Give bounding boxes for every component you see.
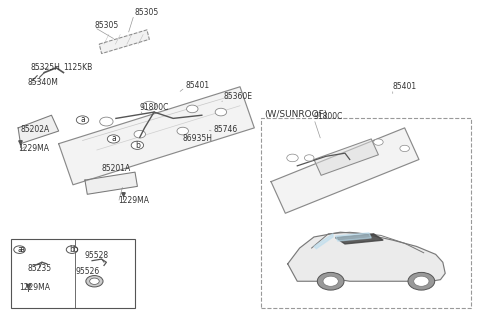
- Polygon shape: [85, 172, 137, 194]
- Text: b: b: [72, 245, 77, 254]
- Text: a: a: [80, 115, 85, 124]
- Text: 1229MA: 1229MA: [18, 144, 49, 153]
- Polygon shape: [271, 128, 419, 213]
- Text: b: b: [135, 141, 140, 150]
- Text: 95526: 95526: [75, 267, 100, 276]
- Polygon shape: [336, 233, 371, 241]
- Text: 1229MA: 1229MA: [118, 196, 149, 205]
- Circle shape: [86, 276, 103, 287]
- Text: b: b: [70, 245, 74, 254]
- Text: 85401: 85401: [393, 82, 417, 91]
- Text: 85202A: 85202A: [21, 125, 50, 134]
- Text: 91800C: 91800C: [140, 103, 169, 112]
- Text: 85325H: 85325H: [30, 63, 60, 72]
- Circle shape: [100, 117, 113, 126]
- Circle shape: [400, 145, 409, 152]
- Text: 1229MA: 1229MA: [20, 283, 50, 292]
- Text: 91800C: 91800C: [314, 112, 343, 121]
- Polygon shape: [336, 234, 383, 244]
- Circle shape: [131, 141, 144, 149]
- Bar: [11, 239, 135, 308]
- Circle shape: [414, 276, 429, 286]
- Text: (W/SUNROOF): (W/SUNROOF): [264, 110, 327, 119]
- Text: 85340M: 85340M: [28, 78, 59, 86]
- Polygon shape: [314, 234, 333, 249]
- Text: 85235: 85235: [28, 264, 52, 273]
- Text: 85201A: 85201A: [102, 165, 131, 174]
- Polygon shape: [59, 87, 254, 185]
- Text: 1125KB: 1125KB: [63, 63, 93, 72]
- Circle shape: [76, 116, 89, 124]
- Text: 85305: 85305: [95, 21, 119, 30]
- Circle shape: [108, 135, 120, 143]
- Text: a: a: [17, 245, 22, 254]
- Text: 85401: 85401: [185, 81, 209, 90]
- Circle shape: [143, 101, 156, 110]
- Polygon shape: [288, 232, 445, 281]
- Text: 85746: 85746: [214, 125, 238, 134]
- Circle shape: [66, 246, 78, 253]
- Circle shape: [323, 276, 338, 286]
- Text: 95528: 95528: [85, 251, 109, 260]
- Text: a: a: [111, 134, 116, 144]
- Circle shape: [287, 154, 298, 162]
- Circle shape: [134, 130, 145, 138]
- Circle shape: [90, 278, 99, 285]
- Circle shape: [408, 272, 435, 290]
- Polygon shape: [314, 139, 378, 175]
- Text: 86935H: 86935H: [183, 134, 213, 144]
- Text: a: a: [20, 245, 24, 254]
- Text: 85360E: 85360E: [223, 92, 252, 101]
- Circle shape: [373, 139, 383, 145]
- Text: 85305: 85305: [134, 8, 158, 17]
- Circle shape: [14, 246, 25, 253]
- Polygon shape: [99, 30, 149, 54]
- Bar: [262, 118, 471, 308]
- Circle shape: [187, 105, 198, 113]
- Circle shape: [304, 155, 314, 161]
- Circle shape: [215, 108, 227, 116]
- Circle shape: [317, 272, 344, 290]
- Circle shape: [177, 127, 189, 135]
- Polygon shape: [18, 115, 59, 144]
